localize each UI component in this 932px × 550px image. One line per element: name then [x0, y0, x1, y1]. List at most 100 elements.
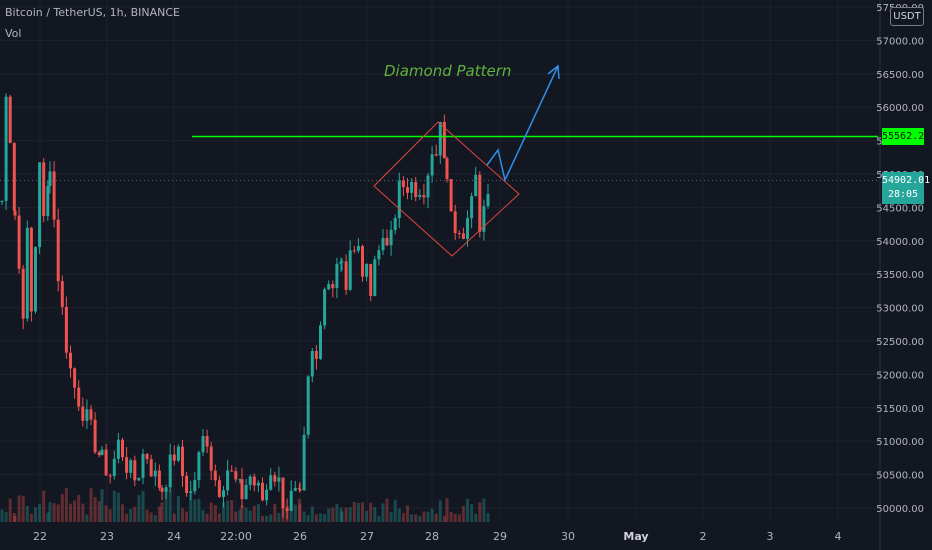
- candle-body: [319, 325, 322, 359]
- candle-body: [306, 376, 310, 435]
- time-label: 3: [766, 530, 774, 543]
- candle-body: [373, 259, 377, 296]
- candle-body: [438, 121, 442, 156]
- volume-bar: [69, 503, 72, 522]
- candle-body: [273, 475, 277, 482]
- volume-bar: [385, 498, 389, 522]
- candle-body: [77, 387, 81, 407]
- volume-bar: [461, 505, 465, 522]
- candle-body: [21, 268, 25, 319]
- price-tick-label: 57000.00: [876, 36, 924, 47]
- candle-body: [164, 487, 168, 492]
- volume-bar: [466, 498, 469, 522]
- volume-bar: [449, 511, 453, 522]
- volume-bar: [418, 515, 422, 522]
- volume-bar: [474, 513, 478, 522]
- candle-body: [240, 479, 244, 500]
- volume-bar: [323, 513, 327, 522]
- volume-bar: [269, 514, 273, 522]
- volume-bar: [164, 491, 168, 522]
- candle-body: [157, 470, 161, 488]
- candle-body: [261, 482, 264, 501]
- volume-bar: [340, 511, 344, 522]
- candle-body: [365, 263, 369, 277]
- volume-bar: [265, 515, 269, 522]
- volume-bar: [356, 502, 360, 522]
- candle-body: [361, 245, 364, 277]
- volume-bar: [234, 511, 238, 522]
- volume-bar: [34, 507, 37, 522]
- volume-bar: [64, 488, 68, 522]
- volume-bar: [486, 512, 490, 522]
- price-tick-label: 51500.00: [876, 404, 924, 415]
- candle-body: [323, 289, 327, 326]
- candle-body: [137, 477, 141, 481]
- time-label: 2: [699, 530, 707, 543]
- candle-body: [482, 206, 486, 232]
- price-tick-label: 52000.00: [876, 370, 924, 381]
- diamond-pattern-annotation[interactable]: Diamond Pattern: [384, 62, 512, 80]
- volume-bar: [470, 504, 474, 522]
- time-label: 22: [33, 530, 47, 543]
- volume-bar: [331, 507, 335, 522]
- volume-bar: [205, 513, 209, 522]
- price-tick-label: 53000.00: [876, 304, 924, 315]
- candle-body: [293, 487, 297, 491]
- candle-body: [205, 436, 209, 447]
- symbol-title[interactable]: Bitcoin / TetherUS, 1h, BINANCE: [5, 6, 181, 19]
- volume-bar: [201, 509, 205, 522]
- volume-bar: [406, 505, 409, 522]
- candle-body: [213, 470, 217, 481]
- candle-body: [104, 449, 108, 476]
- candle-body: [4, 96, 8, 201]
- time-label: 24: [167, 530, 181, 543]
- candle-body: [393, 218, 397, 231]
- volume-indicator-label[interactable]: Vol: [5, 27, 22, 40]
- currency-button[interactable]: USDT: [890, 7, 924, 26]
- candle-body: [310, 350, 314, 377]
- volume-bar: [434, 513, 438, 522]
- volume-bar: [185, 511, 189, 522]
- volume-bar: [93, 497, 97, 522]
- diamond-pattern-shape[interactable]: [373, 121, 520, 257]
- candle-body: [297, 487, 301, 489]
- price-tick-label: 56500.00: [876, 70, 924, 81]
- volume-bar: [348, 507, 352, 522]
- volume-bar: [327, 508, 331, 522]
- volume-bar: [52, 503, 56, 522]
- volume-bar: [277, 512, 281, 522]
- candle-body: [25, 227, 29, 319]
- price-axis[interactable]: 57500.0057000.0056500.0056000.0055500.00…: [876, 3, 924, 515]
- projection-arrow[interactable]: [486, 65, 559, 183]
- candle-body: [478, 174, 482, 232]
- candle-body: [217, 480, 221, 497]
- volume-bar: [181, 508, 184, 522]
- candle-body: [348, 250, 352, 290]
- volume-bar: [133, 506, 137, 522]
- price-tick-label: 56000.00: [876, 103, 924, 114]
- volume-bar: [414, 514, 418, 522]
- volume-bar: [172, 513, 176, 522]
- candle-body: [13, 210, 17, 216]
- candle-body: [486, 194, 490, 207]
- candle-body: [89, 409, 93, 420]
- volume-bar: [393, 499, 397, 522]
- candle-body: [238, 479, 242, 481]
- volume-bar: [238, 509, 242, 522]
- volume-bar: [306, 514, 310, 522]
- volume-bar: [97, 501, 101, 522]
- volume-bar: [389, 511, 393, 522]
- volume-bar: [314, 514, 318, 522]
- volume-bar: [217, 513, 221, 522]
- candle-body: [160, 487, 164, 492]
- candle-body: [466, 218, 469, 239]
- volume-bar: [157, 506, 161, 522]
- volume-bar: [273, 503, 277, 522]
- candle-body: [121, 439, 124, 458]
- candle-body: [52, 171, 56, 220]
- candle-body: [356, 245, 360, 251]
- volume-bar: [0, 509, 4, 522]
- candle-body: [176, 446, 180, 461]
- candle-body: [377, 250, 381, 260]
